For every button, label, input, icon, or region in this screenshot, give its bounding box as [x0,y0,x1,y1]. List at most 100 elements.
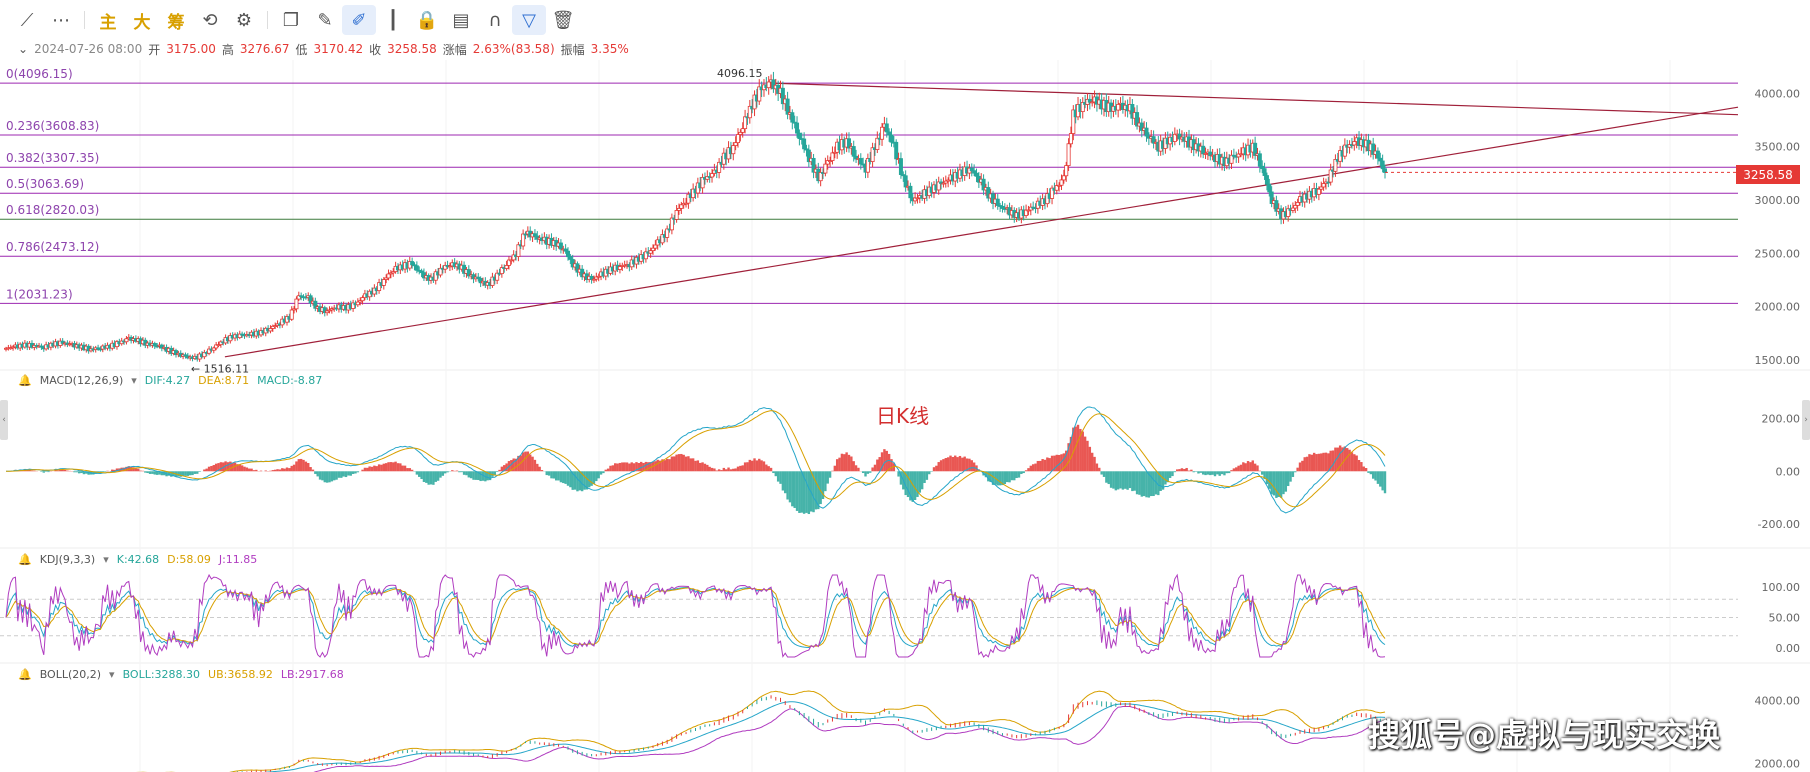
macd-histogram-bar [321,471,324,481]
candle [1054,185,1059,191]
macd-histogram-bar [1209,471,1212,476]
macd-histogram-bar [1308,454,1311,472]
macd-histogram-bar [1362,466,1365,472]
macd-histogram-bar [805,471,808,513]
candle [738,131,743,135]
macd-histogram-bar [1008,471,1011,483]
filter-icon[interactable]: ▽ [512,5,546,35]
candle [743,116,748,130]
candle [568,256,573,260]
more-icon[interactable]: ⋯ [52,9,70,31]
macd-histogram-bar [85,471,88,474]
macd-histogram-bar [127,466,130,472]
macd-histogram-bar [1263,471,1266,480]
macd-histogram-bar [255,469,258,472]
open-label: 开 [148,42,161,57]
bell-icon[interactable]: 🔔 [18,668,32,681]
macd-histogram-bar [616,463,619,472]
macd-histogram-bar [750,460,754,472]
magnet-icon[interactable]: ∩ [488,9,502,31]
collapse-icon[interactable]: ⌄ [18,42,29,56]
macd-histogram-bar [1305,456,1309,472]
main-chart-toggle[interactable]: 主 [99,12,117,33]
chip-toggle[interactable]: 筹 [167,12,185,33]
kdj-axis-tick: 50.00 [1769,612,1801,625]
major-player-toggle[interactable]: 大 [133,12,151,33]
sync-icon[interactable]: ⟲ [202,9,218,31]
candle [558,242,563,250]
candle [747,105,752,119]
lock-icon[interactable]: 🔒 [415,9,439,31]
macd-histogram-bar [1357,460,1361,472]
macd-histogram-bar [628,463,631,472]
dropdown-icon[interactable]: ▾ [131,374,137,387]
low-value: 3170.42 [313,42,364,56]
macd-histogram-bar [1010,471,1014,481]
bell-icon[interactable]: 🔔 [18,374,32,387]
candle [1238,153,1243,156]
bell-icon[interactable]: 🔔 [18,553,32,566]
macd-histogram-bar [547,471,551,476]
settings-draw-icon[interactable]: ⚙ [235,9,253,31]
boll-legend: 🔔 BOLL(20,2) ▾ BOLL:3288.30 UB:3658.92 L… [18,668,344,681]
draw-brush-icon[interactable]: ✐ [342,5,376,35]
macd-histogram-bar [1237,465,1240,472]
fib-level-label: 0.382(3307.35) [6,151,99,165]
candle [1028,206,1033,211]
macd-dea-line [5,410,1386,508]
macd-histogram-bar [196,471,199,474]
candle [511,254,516,261]
macd-histogram-bar [210,466,213,472]
right-collapse-handle[interactable]: › [1802,400,1810,440]
line-draw-icon[interactable]: ⟋ [20,9,34,31]
candle [1380,160,1385,170]
macd-histogram-bar [968,458,971,472]
candle [736,134,741,144]
open-value: 3175.00 [166,42,216,56]
macd-histogram-bar [451,470,454,472]
macd-histogram-bar [1334,447,1337,472]
candle [1090,101,1095,104]
candles-icon[interactable]: ┃ [387,9,399,31]
note-icon[interactable]: ▤ [452,9,470,31]
macd-histogram-bar [1331,450,1335,472]
candle [818,172,823,182]
dropdown-icon[interactable]: ▾ [109,668,115,681]
ruler-icon[interactable]: ✎ [317,9,333,31]
macd-histogram-bar [1048,458,1051,472]
candle [785,98,790,115]
macd-histogram-bar [1312,452,1316,472]
macd-histogram-bar [1268,471,1271,489]
copy-icon[interactable]: ❐ [282,9,300,31]
macd-histogram-bar [951,456,955,472]
macd-histogram-bar [217,463,220,472]
macd-histogram-bar [1298,462,1302,472]
macd-histogram-bar [75,471,79,473]
macd-histogram-bar [1173,471,1177,473]
macd-histogram-bar [1083,436,1087,472]
candle [506,259,511,266]
macd-histogram-bar [588,471,591,488]
trash-icon[interactable]: 🗑 [551,9,575,31]
macd-histogram-bar [1031,464,1035,472]
macd-histogram-bar [434,471,437,482]
macd-histogram-bar [1320,453,1323,472]
macd-histogram-bar [1253,463,1257,472]
candle [384,277,389,280]
candle [299,295,304,298]
macd-histogram-bar [817,471,820,510]
candle [669,217,674,231]
fib-level-label: 0(4096.15) [6,67,73,81]
macd-histogram-bar [819,471,822,505]
left-collapse-handle[interactable]: ‹ [0,400,8,440]
macd-histogram-bar [226,462,230,472]
candle [1378,157,1383,162]
drawing-toolbar: ⟋ ⋯ 主大筹 ⟲ ⚙ ❐ ✎ ✐ ┃ 🔒 ▤ ∩ ▽ 🗑 [0,0,1810,40]
macd-histogram-bar [1246,461,1250,472]
macd-histogram-bar [356,471,360,473]
dropdown-icon[interactable]: ▾ [103,553,109,566]
macd-histogram-bar [569,471,572,488]
macd-histogram-bar [828,471,832,478]
macd-histogram-bar [458,471,461,473]
